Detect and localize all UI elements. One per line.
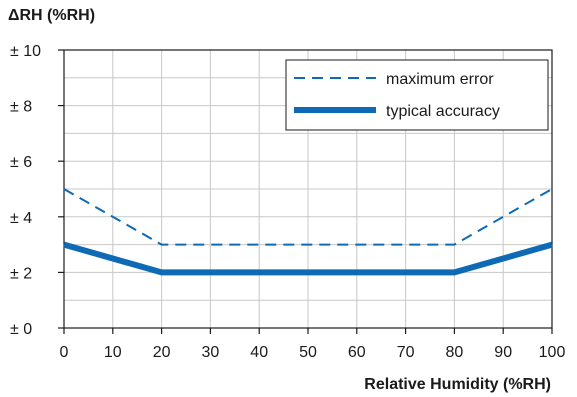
legend-box	[285, 59, 549, 131]
series-lines	[63, 188, 553, 276]
x-tick-label-0: 0	[60, 344, 69, 361]
y-axis-title: ΔRH (%RH)	[8, 7, 95, 24]
x-tick-label-100: 100	[539, 344, 566, 361]
x-tick-label-50: 50	[299, 344, 317, 361]
y-tick-label-10: ± 10	[10, 43, 41, 60]
y-tick-label-6: ± 6	[10, 154, 32, 171]
x-tick-label-90: 90	[494, 344, 512, 361]
x-tick-label-30: 30	[202, 344, 220, 361]
series-line-typical-accuracy	[63, 241, 553, 276]
x-tick-label-60: 60	[348, 344, 366, 361]
x-tick-label-80: 80	[446, 344, 464, 361]
series-line-maximum-error	[63, 188, 553, 246]
legend: maximum error typical accuracy	[285, 59, 549, 131]
legend-label-typical-accuracy: typical accuracy	[386, 103, 500, 120]
y-tick-label-2: ± 2	[10, 265, 32, 282]
x-tick-label-40: 40	[250, 344, 268, 361]
y-tick-label-8: ± 8	[10, 99, 32, 116]
y-tick-label-4: ± 4	[10, 210, 32, 227]
y-tick-label-0: ± 0	[10, 321, 32, 338]
legend-label-maximum-error: maximum error	[386, 71, 494, 88]
x-tick-label-70: 70	[397, 344, 415, 361]
x-tick-label-20: 20	[153, 344, 171, 361]
x-tick-label-10: 10	[104, 344, 122, 361]
axis-ticks: 0 10 20 30 40 50 60 70 80 90 100 ± 0 ± 2 ± 4 ± 6 ± 8 ± 1…	[10, 43, 565, 361]
x-axis-title: Relative Humidity (%RH)	[364, 376, 551, 393]
